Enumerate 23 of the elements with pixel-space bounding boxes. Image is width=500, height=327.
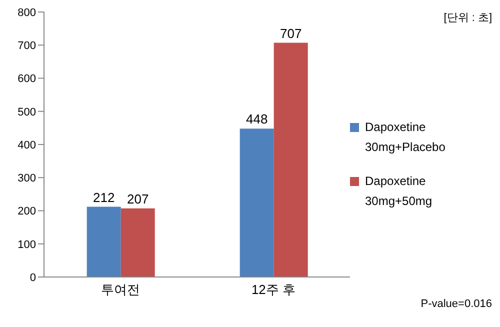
y-tick-label: 100: [18, 238, 36, 251]
y-tick-label: 300: [18, 172, 36, 185]
data-label: 207: [126, 191, 149, 206]
data-label: 707: [280, 26, 302, 41]
legend-label: Dapoxetine 30mg+Placebo: [365, 118, 446, 156]
bar: [274, 42, 308, 277]
bar: [240, 128, 274, 277]
y-tick-label: 800: [18, 6, 36, 19]
y-tick-label: 200: [18, 206, 36, 218]
data-label: 212: [92, 190, 115, 205]
text: P-value=0.016: [420, 298, 492, 310]
text: [단위 : 초]: [444, 11, 492, 25]
bar: [120, 208, 155, 277]
bar: [86, 206, 121, 277]
y-tick-label: 400: [18, 139, 36, 152]
y-tick-label: 700: [18, 40, 36, 52]
y-tick-label: 500: [18, 106, 36, 118]
x-tick-label: 투여전: [101, 282, 140, 298]
y-tick-label: 0: [30, 272, 36, 284]
x-tick-label: 12주 후: [251, 282, 296, 298]
data-label: 448: [246, 112, 268, 127]
y-tick-label: 600: [18, 73, 36, 86]
legend-label: Dapoxetine 30mg+50mg: [365, 172, 434, 210]
